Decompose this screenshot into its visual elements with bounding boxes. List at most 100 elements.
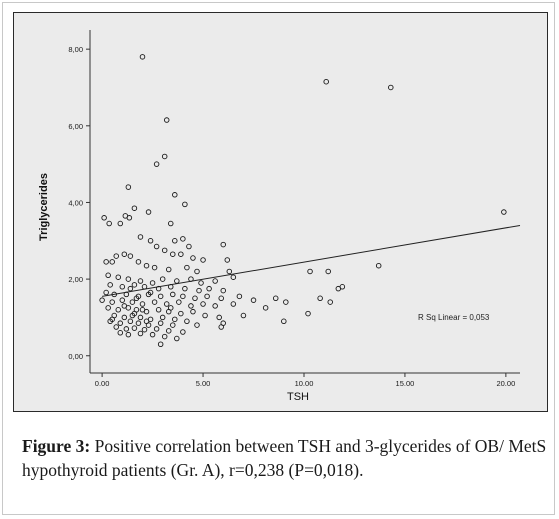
data-point: [190, 255, 196, 261]
data-point: [155, 285, 162, 292]
data-point: [131, 325, 138, 331]
data-point: [113, 324, 119, 330]
data-point: [133, 295, 140, 302]
data-point: [317, 295, 323, 302]
data-point: [200, 301, 206, 307]
data-point: [143, 318, 150, 325]
data-point: [127, 285, 134, 292]
data-point: [123, 326, 130, 332]
data-point: [212, 303, 218, 309]
data-point: [180, 293, 186, 300]
data-point: [226, 268, 233, 275]
data-point: [168, 284, 174, 290]
data-point: [212, 278, 218, 284]
data-point: [165, 328, 172, 334]
y-tick-label: 8,00: [68, 45, 83, 54]
y-tick-label: 4,00: [68, 198, 83, 207]
data-point: [151, 264, 158, 271]
data-point: [161, 333, 168, 340]
data-point: [103, 259, 109, 265]
data-point: [206, 285, 212, 292]
data-point: [200, 257, 206, 263]
data-point: [147, 238, 154, 244]
data-point: [161, 247, 168, 254]
data-point: [135, 259, 142, 265]
data-point: [375, 262, 382, 269]
data-point: [125, 276, 132, 282]
data-point: [236, 293, 243, 300]
data-point: [121, 251, 128, 257]
x-tick-label: 5.00: [196, 379, 211, 388]
data-point: [119, 297, 126, 303]
data-point: [281, 318, 287, 325]
x-tick-label: 20.00: [496, 379, 515, 388]
data-point: [198, 280, 204, 286]
data-point: [141, 284, 148, 290]
data-point: [137, 330, 144, 337]
data-point: [388, 84, 394, 91]
data-point: [155, 307, 162, 313]
data-point: [107, 282, 113, 288]
data-point: [131, 282, 138, 288]
data-point: [139, 54, 146, 60]
data-point: [123, 291, 130, 298]
data-point: [196, 287, 202, 294]
data-point: [172, 192, 178, 198]
data-point: [172, 316, 178, 323]
data-point: [117, 220, 124, 227]
data-point: [180, 329, 186, 335]
data-point: [151, 299, 158, 305]
data-point: [111, 291, 117, 298]
data-point: [141, 326, 148, 333]
data-point: [180, 236, 186, 242]
y-tick-label: 6,00: [68, 122, 83, 131]
x-tick-label: 0.00: [95, 379, 110, 388]
figure-frame: [2, 2, 555, 515]
data-point: [163, 301, 170, 307]
data-point: [153, 326, 160, 332]
data-point: [188, 303, 194, 309]
data-point: [109, 299, 115, 305]
data-point: [250, 297, 257, 303]
data-point: [218, 324, 224, 330]
data-point: [161, 153, 168, 160]
data-point: [220, 287, 226, 294]
y-axis-title: Triglycerides: [38, 173, 50, 241]
data-point: [165, 266, 172, 273]
x-axis-title: TSH: [287, 391, 309, 403]
data-point: [105, 305, 111, 311]
data-point: [325, 268, 331, 275]
data-point: [103, 289, 109, 296]
data-point: [240, 312, 247, 319]
data-point: [190, 308, 196, 315]
data-point: [174, 278, 180, 284]
data-point: [109, 259, 115, 265]
data-point: [135, 320, 142, 326]
data-point: [339, 284, 346, 290]
data-point: [125, 331, 132, 338]
data-point: [117, 320, 124, 326]
data-point: [149, 280, 156, 286]
data-point: [182, 285, 188, 292]
data-point: [168, 220, 174, 227]
data-point: [159, 276, 166, 282]
data-point: [157, 341, 164, 348]
axes: 0.00 5.00 10.00 15.00 20.00 0,00 2,00 4,00 6,00 8…: [68, 30, 520, 388]
data-point: [170, 251, 176, 257]
x-tick-label: 15.00: [396, 379, 415, 388]
data-point: [126, 215, 133, 221]
data-point: [220, 241, 226, 248]
data-point: [117, 330, 124, 336]
data-point: [127, 253, 134, 259]
data-point: [125, 184, 132, 190]
data-point: [131, 205, 138, 211]
data-point: [186, 243, 192, 250]
caption-label: Figure 3:: [22, 436, 91, 456]
data-point: [168, 305, 174, 311]
data-point: [230, 301, 237, 307]
caption-text: Positive correlation between TSH and 3-g…: [22, 436, 547, 480]
data-point: [121, 314, 128, 321]
data-point: [272, 295, 279, 302]
data-point: [129, 299, 136, 305]
